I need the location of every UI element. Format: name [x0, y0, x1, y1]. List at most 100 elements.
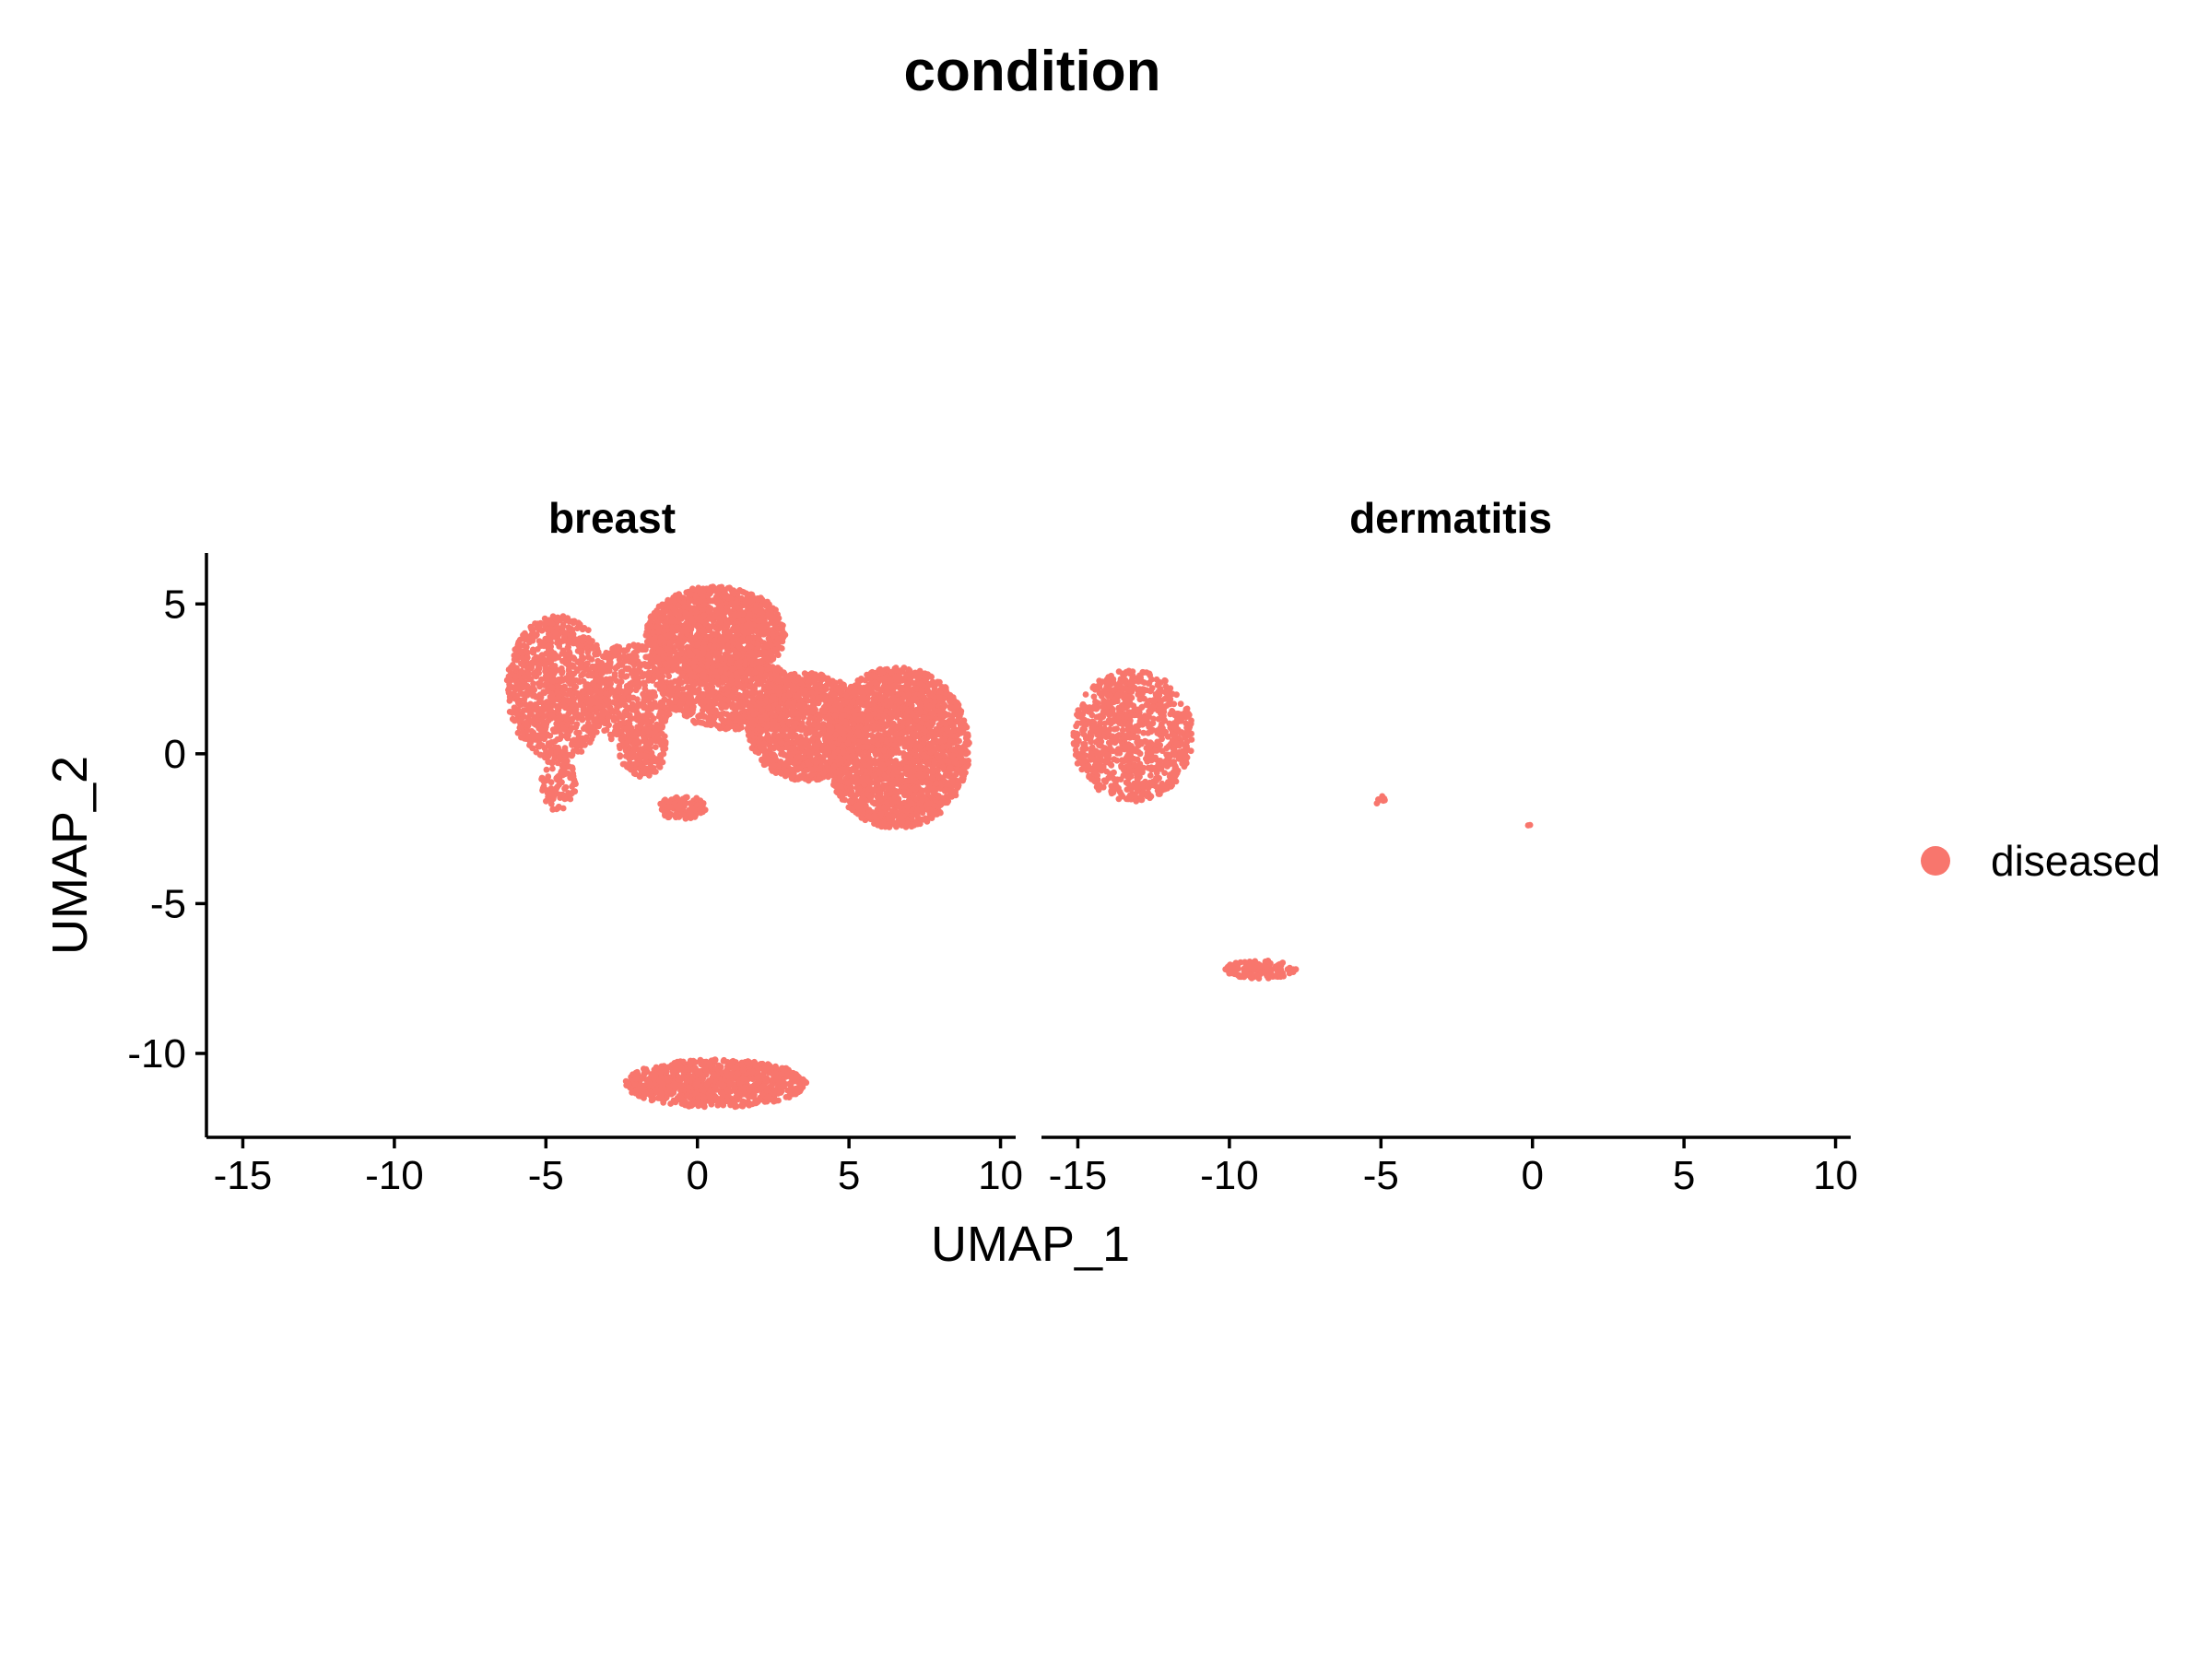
point-breast-c5-1076 — [758, 706, 764, 713]
point-breast-c1-426 — [622, 647, 629, 654]
point-breast-c0-557 — [506, 698, 513, 704]
point-breast-c2-196 — [644, 726, 651, 734]
point-breast-c0-521 — [522, 700, 529, 708]
point-breast-c1-387 — [618, 672, 625, 678]
point-breast-c0-870 — [551, 725, 559, 733]
point-breast-c3-1179 — [705, 616, 712, 622]
point-breast-c0-896 — [574, 648, 582, 654]
point-breast-c0-862 — [532, 669, 538, 677]
point-breast-c4-672 — [742, 661, 748, 668]
point-breast-c3-1127 — [765, 611, 772, 618]
point-breast-c0-742 — [566, 627, 573, 634]
point-breast-c3-1285 — [653, 624, 661, 630]
point-breast-c4-796 — [736, 714, 743, 722]
point-breast-c0-685 — [566, 751, 573, 759]
point-breast-c3-1365 — [711, 643, 717, 650]
point-breast-c4-771 — [699, 712, 706, 719]
point-breast-c0-804 — [581, 688, 588, 695]
point-breast-c5-1094 — [783, 733, 790, 740]
point-breast-c4-685 — [687, 687, 693, 693]
point-breast-c5-943 — [788, 708, 795, 715]
point-breast-c1-414 — [639, 673, 646, 680]
point-breast-c2-199 — [630, 745, 638, 751]
point-breast-c5-1054 — [821, 694, 829, 701]
point-breast-c4-734 — [741, 683, 748, 690]
point-breast-c4-767 — [683, 677, 689, 684]
point-breast-c4-714 — [771, 665, 778, 673]
point-breast-c0-816 — [524, 633, 530, 640]
point-breast-c3-956 — [714, 590, 722, 597]
point-breast-c0-490 — [549, 700, 556, 708]
point-breast-c1-457 — [627, 713, 633, 721]
point-breast-c3-1314 — [724, 644, 731, 651]
point-breast-c5-881 — [815, 694, 822, 701]
point-breast-c4-574 — [735, 681, 743, 688]
point-breast-c4-724 — [671, 677, 678, 685]
point-breast-c5-1087 — [802, 767, 809, 774]
point-breast-c4-343 — [700, 720, 706, 726]
point-breast-c0-540 — [558, 665, 565, 672]
point-breast-c5-1044 — [813, 759, 819, 766]
point-breast-c3-1327 — [664, 645, 671, 653]
point-breast-c0-799 — [505, 673, 512, 680]
point-breast-c0-671 — [559, 670, 565, 677]
point-breast-c2-194 — [650, 753, 656, 760]
point-breast-c4-698 — [759, 677, 766, 684]
point-breast-c5-970 — [748, 720, 755, 726]
point-breast-c1-358 — [607, 707, 615, 713]
point-breast-c0-808 — [528, 659, 535, 666]
point-breast-c2-192 — [660, 746, 666, 753]
point-breast-c4-788 — [724, 697, 732, 703]
point-breast-c3-1396 — [700, 594, 706, 600]
point-breast-c3-1384 — [687, 591, 694, 598]
point-breast-c0-789 — [517, 642, 524, 650]
point-breast-c0-888 — [582, 710, 589, 717]
point-breast-c5-963 — [816, 732, 823, 739]
point-breast-c5-858 — [758, 717, 765, 724]
point-breast-c0-745 — [537, 727, 545, 734]
point-breast-c0-676 — [538, 717, 545, 724]
point-breast-c0-817 — [511, 717, 518, 724]
point-breast-c5-1037 — [758, 700, 765, 707]
point-breast-c0-700 — [555, 744, 561, 751]
point-breast-c5-974 — [789, 772, 796, 780]
strip-label-breast: breast — [548, 494, 676, 542]
point-breast-c0-899 — [576, 658, 582, 665]
point-breast-c3-1253 — [670, 656, 677, 664]
point-breast-c1-354 — [632, 687, 640, 694]
point-breast-c5-1060 — [768, 710, 775, 717]
point-breast-c4-777 — [707, 688, 714, 695]
point-breast-c3-1330 — [692, 606, 700, 613]
point-breast-c0-822 — [577, 738, 584, 745]
point-breast-c4-792 — [759, 665, 765, 673]
point-breast-c1-376 — [652, 692, 658, 700]
point-breast-c3-1279 — [746, 610, 753, 618]
point-breast-c0-838 — [556, 693, 562, 700]
point-breast-c1-486 — [657, 679, 664, 687]
point-breast-c1-489 — [633, 670, 641, 677]
point-breast-c0-650 — [564, 659, 571, 666]
points-breast — [503, 583, 972, 1111]
point-breast-c5-971 — [792, 759, 799, 766]
point-breast-c0-845 — [514, 684, 521, 691]
point-breast-c4-782 — [738, 693, 745, 700]
point-breast-c0-713 — [508, 664, 514, 671]
point-breast-c0-740 — [512, 646, 519, 653]
point-breast-c3-1372 — [730, 588, 737, 595]
point-breast-c4-785 — [672, 698, 678, 705]
point-breast-c0-858 — [573, 625, 581, 632]
point-breast-c5-915 — [816, 776, 822, 782]
point-breast-c0-779 — [567, 632, 574, 639]
point-breast-c3-1377 — [653, 643, 660, 651]
point-breast-c3-1373 — [756, 618, 762, 624]
point-breast-c0-361 — [529, 646, 536, 653]
point-breast-c1-470 — [641, 697, 648, 703]
point-breast-c1-343 — [586, 687, 594, 694]
point-breast-c0-780 — [555, 653, 562, 661]
point-breast-c3-1229 — [723, 607, 730, 615]
point-breast-c4-783 — [729, 692, 736, 699]
point-breast-c0-861 — [565, 671, 572, 677]
point-breast-c0-877 — [554, 718, 561, 725]
point-breast-c3-1364 — [705, 607, 712, 615]
point-breast-c3-1366 — [738, 594, 745, 602]
